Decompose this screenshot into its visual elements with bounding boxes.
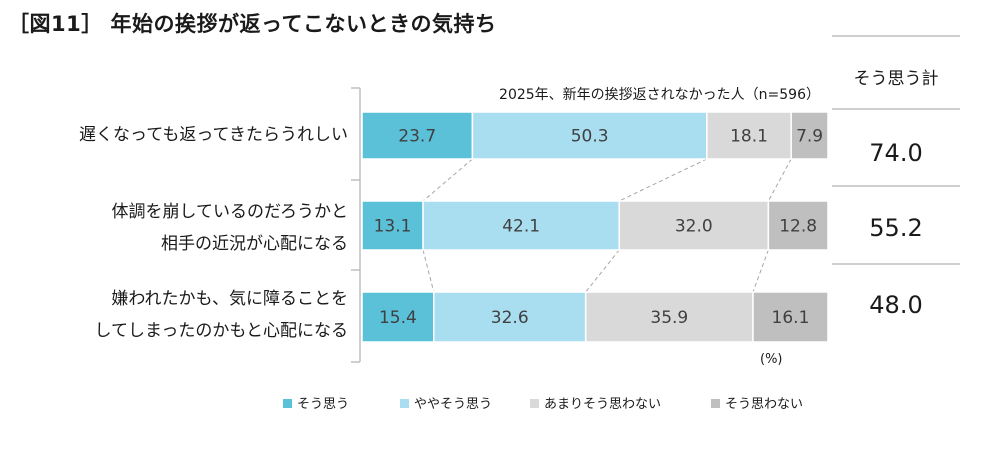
data-label-3-1: 15.4 [379,308,417,328]
legend-label-3: あまりそう思わない [544,397,662,412]
data-label-1-4: 7.9 [796,127,823,147]
connector-line-1-3 [767,158,792,202]
data-label-1-1: 23.7 [398,127,436,147]
bar-segment-1-2 [471,111,708,160]
category-label-2: 体調を崩しているのだろうかと 相手の近況が心配になる [111,202,348,254]
legend-swatch-2 [400,399,409,408]
bar-segment-1-3 [706,111,792,160]
category-label-3: 嫌われたかも、気に障ることを してしまったのかもと心配になる [94,289,348,341]
legend-label-4: そう思わない [725,397,804,412]
connector-line-2-3 [752,249,769,293]
legend-swatch-4 [711,399,720,408]
data-label-2-2: 42.1 [502,217,540,237]
legend-label-1: そう思う [297,397,350,412]
legend-item-1: そう思う [283,393,349,412]
data-label-2-3: 32.0 [675,217,713,237]
data-label-2-1: 13.1 [374,217,412,237]
category-label-1: 遅くなっても返ってきたらうれしい [79,125,348,145]
unit-label: (%) [760,352,783,367]
data-label-1-2: 50.3 [571,127,609,147]
legend-item-3: あまりそう思わない [530,393,661,412]
connector-line-1-2 [619,158,708,202]
bar-segment-2-1 [361,200,424,251]
bar-segment-3-3 [584,291,754,343]
chart-title: ［図11］ 年始の挨拶が返ってこないときの気持ち [8,12,497,36]
legend-label-2: ややそう思う [414,397,493,412]
data-label-3-3: 35.9 [650,308,688,328]
data-label-2-4: 12.8 [779,217,817,237]
connector-line-2-1 [422,249,435,293]
connector-line-2-2 [585,249,620,293]
legend-swatch-3 [530,399,539,408]
sum-value-2: 55.2 [869,214,923,242]
bar-segment-2-4 [767,200,829,251]
sum-value-1: 74.0 [869,139,923,167]
data-label-3-2: 32.6 [491,308,529,328]
bar-segment-2-2 [422,200,620,251]
sum-column-header: そう思う計 [853,69,939,89]
bar-segment-1-4 [790,111,829,160]
legend-item-4: そう思わない [711,393,803,412]
bar-segment-2-3 [618,200,770,251]
connector-line-1-1 [422,158,473,202]
legend-item-2: ややそう思う [400,393,492,412]
bar-segment-3-4 [752,291,829,343]
data-label-1-3: 18.1 [730,127,768,147]
chart-subtitle: 2025年、新年の挨拶返されなかった人（n=596） [499,87,820,103]
sum-value-3: 48.0 [869,291,923,319]
legend-swatch-1 [283,399,292,408]
data-label-3-4: 16.1 [772,308,810,328]
